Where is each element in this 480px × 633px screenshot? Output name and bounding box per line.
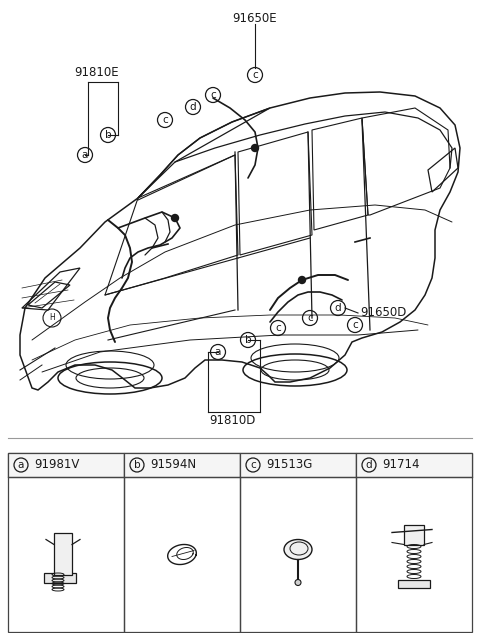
Text: a: a (215, 347, 221, 357)
Circle shape (299, 277, 305, 284)
Bar (8, 453, 124, 477)
Circle shape (171, 215, 179, 222)
Text: c: c (307, 313, 313, 323)
Bar (8, 453, 124, 632)
Bar (356, 453, 472, 632)
Text: 91650D: 91650D (360, 306, 407, 318)
Text: 91650E: 91650E (233, 11, 277, 25)
Text: c: c (250, 460, 256, 470)
Text: d: d (366, 460, 372, 470)
Bar (54, 532, 72, 575)
Bar (240, 453, 356, 632)
Text: 91810E: 91810E (75, 65, 120, 78)
Text: a: a (18, 460, 24, 470)
Text: b: b (245, 335, 252, 345)
Bar (124, 453, 240, 632)
Bar (44, 572, 76, 582)
Bar (398, 579, 430, 587)
Text: 91513G: 91513G (266, 458, 312, 472)
Text: 91810D: 91810D (209, 413, 255, 427)
Text: c: c (352, 320, 358, 330)
Text: 91981V: 91981V (34, 458, 79, 472)
Ellipse shape (284, 539, 312, 560)
Bar (404, 525, 424, 544)
Text: 91714: 91714 (382, 458, 420, 472)
Text: c: c (275, 323, 281, 333)
Text: a: a (82, 150, 88, 160)
Bar (124, 453, 240, 477)
Bar (356, 453, 472, 477)
Text: H: H (49, 313, 55, 322)
Text: b: b (134, 460, 140, 470)
Text: c: c (252, 70, 258, 80)
Text: 91594N: 91594N (150, 458, 196, 472)
Text: c: c (162, 115, 168, 125)
Bar (240, 453, 356, 477)
Circle shape (295, 579, 301, 586)
Text: d: d (190, 102, 196, 112)
Circle shape (252, 144, 259, 151)
Text: d: d (335, 303, 341, 313)
Text: b: b (105, 130, 111, 140)
Text: c: c (210, 90, 216, 100)
